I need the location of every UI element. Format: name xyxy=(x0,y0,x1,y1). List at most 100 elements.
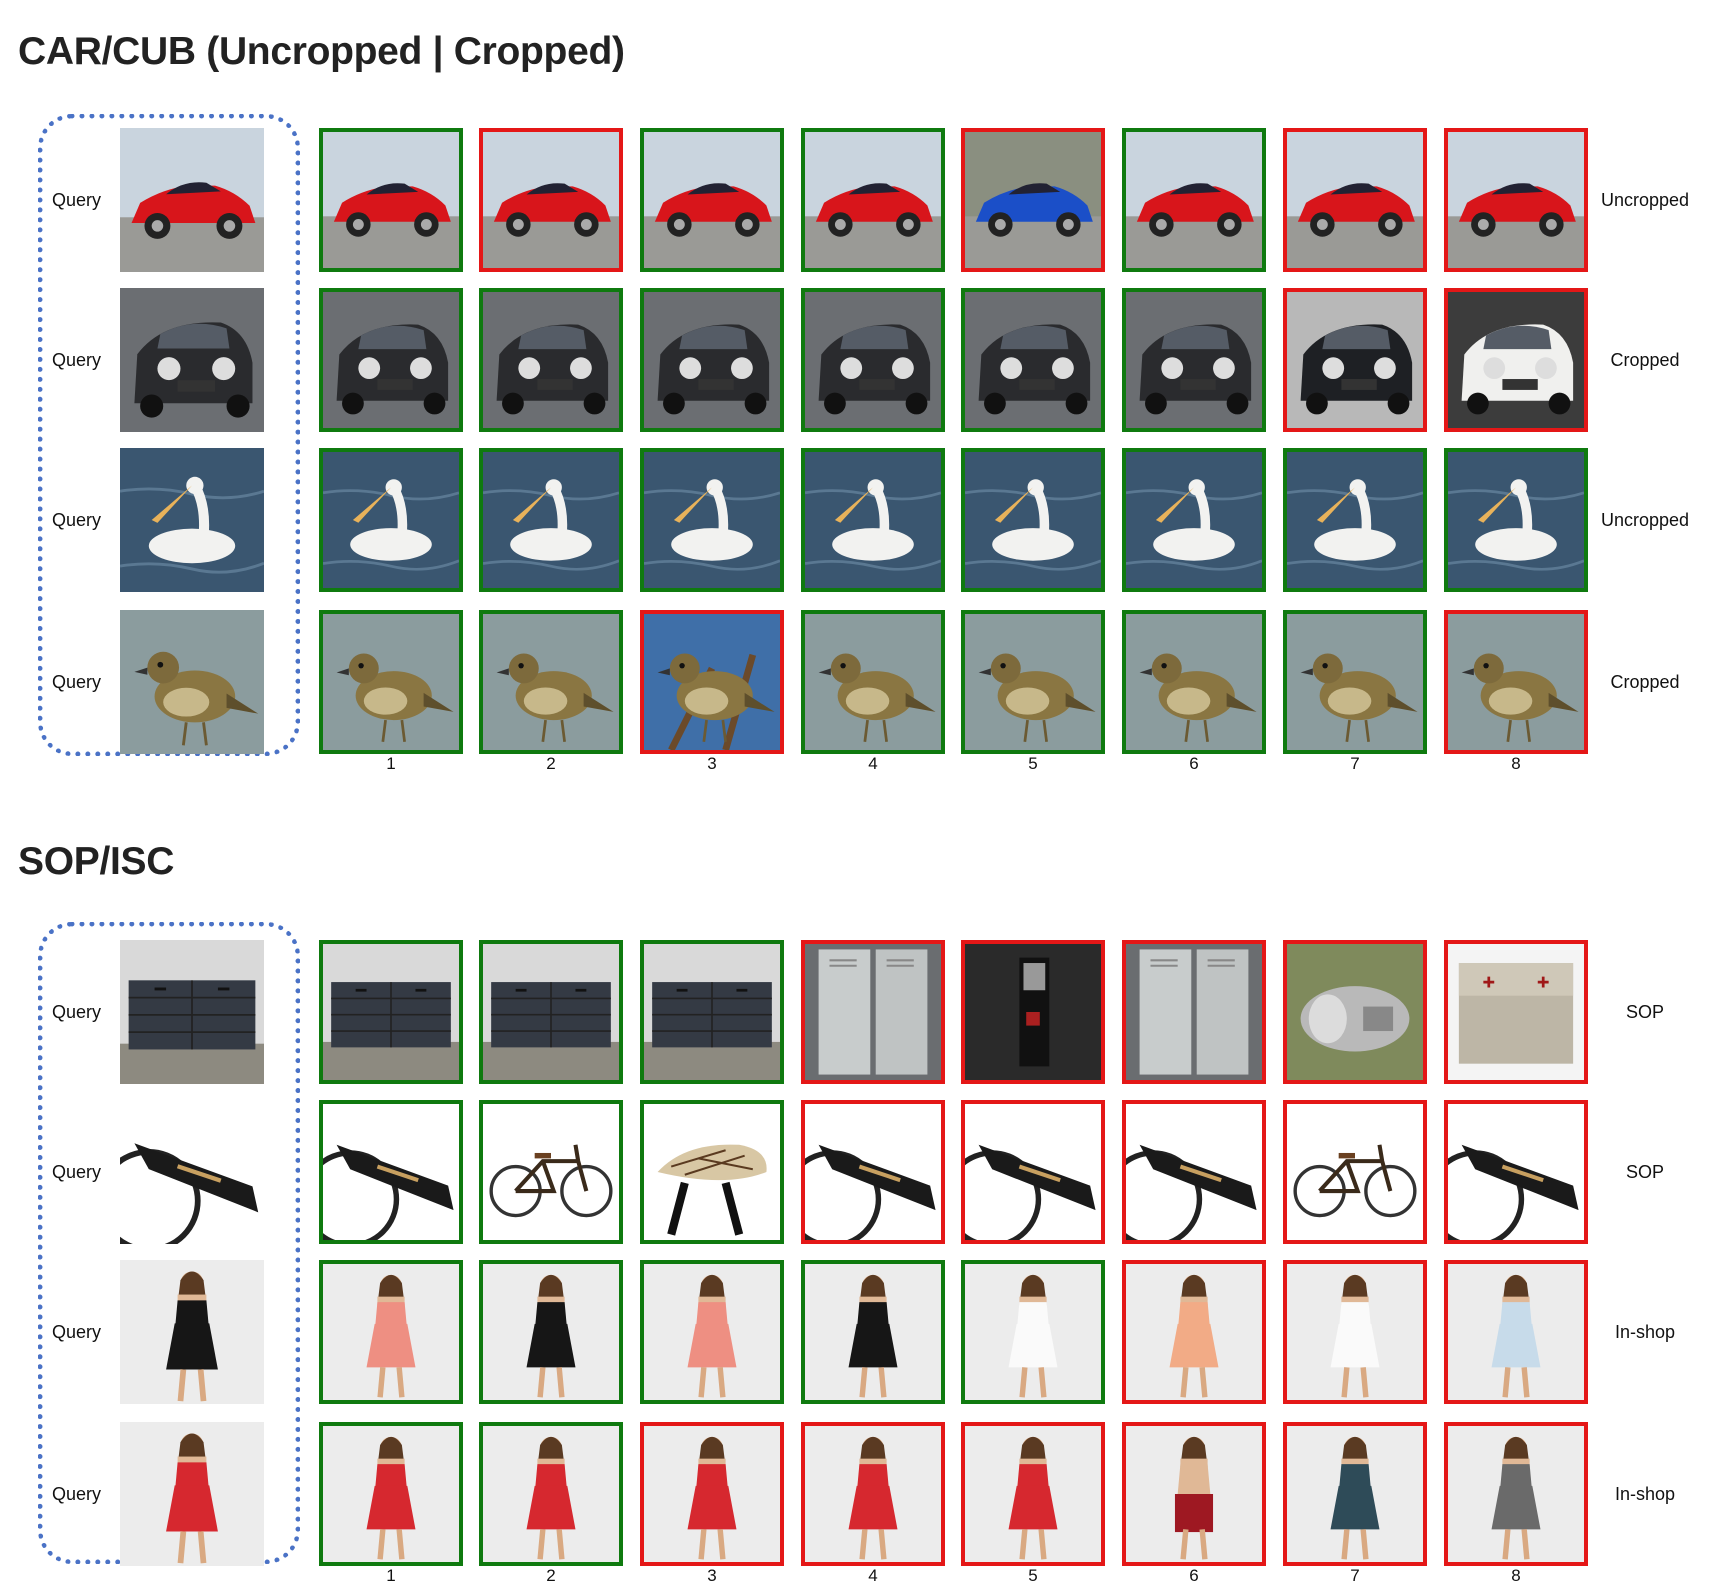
bicycle-closeup-icon xyxy=(323,1104,459,1240)
model-black-top-icon xyxy=(483,1264,619,1400)
query-label: Query xyxy=(52,1162,102,1182)
cruiser-bicycle-icon xyxy=(1287,1104,1423,1240)
result-3-correct xyxy=(640,1260,784,1404)
result-1-correct xyxy=(319,1260,463,1404)
rank-label: 5 xyxy=(1028,1566,1038,1585)
section-1: CAR/CUB (Uncropped | Cropped) Query xyxy=(0,30,1724,773)
dataset-label: In-shop xyxy=(1614,1484,1676,1504)
query-label: Query xyxy=(52,350,102,370)
result-3-correct xyxy=(640,940,784,1084)
result-7-correct xyxy=(1283,448,1427,592)
red-sports-car-icon xyxy=(323,132,459,268)
query-label: Query xyxy=(52,190,102,210)
lockers-icon xyxy=(1126,944,1262,1080)
dataset-label: In-shop xyxy=(1614,1322,1676,1342)
rank-label: 7 xyxy=(1350,754,1360,773)
query-row: Query xyxy=(0,446,1724,594)
result-8-wrong xyxy=(1444,1422,1588,1566)
result-4-correct xyxy=(801,128,945,272)
result-3-wrong xyxy=(640,610,784,754)
red-sports-car-icon xyxy=(644,132,780,268)
pelican-on-water-icon xyxy=(965,452,1101,588)
section-title: CAR/CUB (Uncropped | Cropped) xyxy=(18,30,625,73)
rank-label: 8 xyxy=(1511,754,1521,773)
pelican-on-water-icon xyxy=(483,452,619,588)
rank-label: 2 xyxy=(546,1566,556,1585)
rank-label: 5 xyxy=(1028,754,1038,773)
sparrow-icon xyxy=(1126,614,1262,750)
result-8-wrong xyxy=(1444,1260,1588,1404)
result-6-correct xyxy=(1122,610,1266,754)
query-image-model-black-top xyxy=(120,1260,264,1404)
rank-label: 1 xyxy=(386,1566,396,1585)
model-red-dress-icon xyxy=(323,1426,459,1562)
pelican-on-water-icon xyxy=(323,452,459,588)
result-1-correct xyxy=(319,610,463,754)
model-red-dress-icon xyxy=(644,1426,780,1562)
bicycle-closeup-icon xyxy=(805,1104,941,1240)
dataset-label: Uncropped xyxy=(1600,190,1690,210)
model-black-top-icon xyxy=(805,1264,941,1400)
result-7-wrong xyxy=(1283,940,1427,1084)
query-row: Query xyxy=(0,1420,1724,1568)
result-7-wrong xyxy=(1283,1100,1427,1244)
sparrow-icon xyxy=(805,614,941,750)
result-2-correct xyxy=(479,448,623,592)
result-1-correct xyxy=(319,128,463,272)
result-5-correct xyxy=(961,1260,1105,1404)
query-image-black-compact-car xyxy=(120,288,264,432)
result-2-correct xyxy=(479,610,623,754)
result-1-correct xyxy=(319,288,463,432)
white-hatchback-car-icon xyxy=(1448,292,1584,428)
bicycle-closeup-icon xyxy=(965,1104,1101,1240)
red-sports-car-icon xyxy=(805,132,941,268)
red-sports-car-icon xyxy=(483,132,619,268)
sparrow-on-branch-icon xyxy=(644,614,780,750)
query-row: Query xyxy=(0,126,1724,274)
pelican-on-water-icon xyxy=(805,452,941,588)
rank-label: 7 xyxy=(1350,1566,1360,1585)
result-1-correct xyxy=(319,1100,463,1244)
result-2-wrong xyxy=(479,128,623,272)
result-4-wrong xyxy=(801,1100,945,1244)
result-5-wrong xyxy=(961,1422,1105,1566)
pelican-on-water-icon xyxy=(644,452,780,588)
result-8-wrong xyxy=(1444,1100,1588,1244)
rank-label: 3 xyxy=(707,754,717,773)
model-red-dress-icon xyxy=(805,1426,941,1562)
query-image-model-red-dress xyxy=(120,1422,264,1566)
query-image-dresser xyxy=(120,940,264,1084)
result-7-wrong xyxy=(1283,1422,1427,1566)
query-label: Query xyxy=(52,1002,102,1022)
dataset-label: SOP xyxy=(1625,1162,1664,1182)
result-4-correct xyxy=(801,288,945,432)
rank-label: 6 xyxy=(1189,1566,1199,1585)
result-2-correct xyxy=(479,1100,623,1244)
result-3-correct xyxy=(640,288,784,432)
dataset-label: Cropped xyxy=(1610,672,1680,692)
result-5-correct xyxy=(961,448,1105,592)
result-4-correct xyxy=(801,610,945,754)
model-red-skirt-icon xyxy=(1126,1426,1262,1562)
metal-box-icon xyxy=(1448,944,1584,1080)
query-row: Query xyxy=(0,1258,1724,1406)
metal-part-icon xyxy=(1287,944,1423,1080)
result-5-correct xyxy=(961,610,1105,754)
result-1-correct xyxy=(319,448,463,592)
result-4-correct xyxy=(801,448,945,592)
result-6-correct xyxy=(1122,288,1266,432)
rank-label: 2 xyxy=(546,754,556,773)
rank-label: 1 xyxy=(386,754,396,773)
dataset-label: Uncropped xyxy=(1600,510,1690,530)
result-5-wrong xyxy=(961,1100,1105,1244)
result-3-correct xyxy=(640,128,784,272)
bicycle-closeup-icon xyxy=(1448,1104,1584,1240)
result-7-correct xyxy=(1283,610,1427,754)
result-7-wrong xyxy=(1283,1260,1427,1404)
query-row: Query xyxy=(0,608,1724,756)
sparrow-icon xyxy=(483,614,619,750)
pelican-on-water-icon xyxy=(1126,452,1262,588)
model-red-dress-icon xyxy=(483,1426,619,1562)
bicycle-closeup-icon xyxy=(1126,1104,1262,1240)
result-7-wrong xyxy=(1283,128,1427,272)
